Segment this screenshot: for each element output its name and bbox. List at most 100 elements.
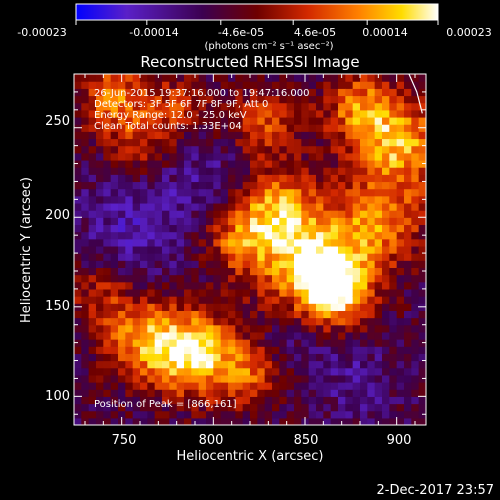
heatmap-cell (272, 109, 280, 118)
heatmap-cell (184, 159, 192, 168)
heatmap-cell (279, 310, 288, 319)
heatmap-cell (176, 317, 185, 326)
heatmap-cell (74, 331, 82, 340)
heatmap-cell (162, 267, 170, 276)
heatmap-cell (352, 288, 361, 297)
heatmap-cell (118, 224, 126, 233)
heatmap-cell (396, 138, 405, 147)
heatmap-cell (74, 389, 82, 397)
heatmap-cell (382, 210, 390, 218)
heatmap-cell (169, 74, 178, 82)
heatmap-cell (250, 346, 258, 354)
heatmap-cell (345, 339, 354, 347)
heatmap-cell (374, 288, 383, 297)
heatmap-cell (374, 260, 383, 268)
heatmap-cell (191, 288, 200, 297)
heatmap-cell (330, 74, 339, 82)
heatmap-cell (418, 152, 426, 161)
heatmap-cell (308, 281, 317, 290)
heatmap-cell (323, 224, 332, 233)
heatmap-cell (250, 310, 258, 319)
heatmap-cell (118, 360, 126, 369)
heatmap-cell (272, 310, 280, 319)
heatmap-cell (235, 417, 244, 425)
heatmap-cell (132, 81, 141, 89)
heatmap-cell (382, 102, 390, 111)
heatmap-cell (191, 217, 200, 226)
heatmap-cell (198, 202, 207, 211)
heatmap-cell (96, 288, 104, 297)
heatmap-cell (184, 417, 192, 425)
heatmap-cell (264, 238, 273, 247)
heatmap-cell (169, 367, 178, 376)
heatmap-cell (140, 417, 148, 425)
heatmap-cell (162, 353, 170, 362)
heatmap-cell (96, 210, 104, 218)
heatmap-cell (418, 253, 426, 261)
heatmap-cell (228, 403, 236, 412)
heatmap-cell (198, 210, 207, 218)
heatmap-cell (184, 145, 192, 154)
heatmap-cell (140, 382, 148, 390)
heatmap-cell (132, 324, 141, 333)
heatmap-cell (264, 410, 273, 419)
heatmap-cell (176, 260, 185, 268)
heatmap-cell (382, 159, 390, 168)
heatmap-cell (132, 238, 141, 247)
heatmap-cell (367, 210, 376, 218)
heatmap-cell (264, 382, 273, 390)
heatmap-cell (418, 245, 426, 254)
heatmap-cell (132, 374, 141, 383)
heatmap-cell (367, 274, 376, 283)
heatmap-cell (360, 360, 368, 369)
heatmap-cell (147, 131, 156, 140)
heatmap-cell (374, 217, 383, 226)
heatmap-cell (352, 174, 361, 183)
heatmap-cell (125, 367, 134, 376)
heatmap-cell (294, 403, 302, 412)
heatmap-cell (140, 159, 148, 168)
heatmap-cell (228, 152, 236, 161)
heatmap-cell (360, 195, 368, 204)
heatmap-cell (330, 188, 339, 197)
heatmap-cell (257, 188, 266, 197)
heatmap-cell (132, 253, 141, 261)
heatmap-cell (96, 102, 104, 111)
heatmap-cell (396, 95, 405, 104)
heatmap-cell (338, 303, 346, 311)
heatmap-cell (147, 281, 156, 290)
heatmap-cell (213, 124, 222, 132)
heatmap-cell (418, 403, 426, 412)
heatmap-cell (323, 324, 332, 333)
heatmap-cell (404, 74, 412, 82)
heatmap-cell (125, 152, 134, 161)
heatmap-cell (389, 210, 398, 218)
heatmap-cell (74, 367, 82, 376)
heatmap-cell (396, 167, 405, 175)
heatmap-cell (389, 109, 398, 118)
heatmap-cell (147, 245, 156, 254)
heatmap-cell (396, 245, 405, 254)
heatmap-cell (125, 382, 134, 390)
heatmap-cell (345, 102, 354, 111)
heatmap-cell (308, 374, 317, 383)
heatmap-cell (198, 281, 207, 290)
heatmap-cell (286, 288, 295, 297)
heatmap-cell (286, 403, 295, 412)
heatmap-cell (272, 382, 280, 390)
heatmap-cell (169, 303, 178, 311)
heatmap-cell (132, 260, 141, 268)
heatmap-cell (352, 267, 361, 276)
heatmap-cell (154, 245, 163, 254)
heatmap-cell (411, 310, 420, 319)
heatmap-cell (374, 374, 383, 383)
heatmap-cell (316, 95, 324, 104)
heatmap-cell (228, 195, 236, 204)
heatmap-cell (396, 324, 405, 333)
heatmap-cell (411, 281, 420, 290)
heatmap-cell (140, 174, 148, 183)
heatmap-cell (294, 410, 302, 419)
heatmap-cell (191, 202, 200, 211)
heatmap-cell (367, 159, 376, 168)
heatmap-cell (125, 109, 134, 118)
